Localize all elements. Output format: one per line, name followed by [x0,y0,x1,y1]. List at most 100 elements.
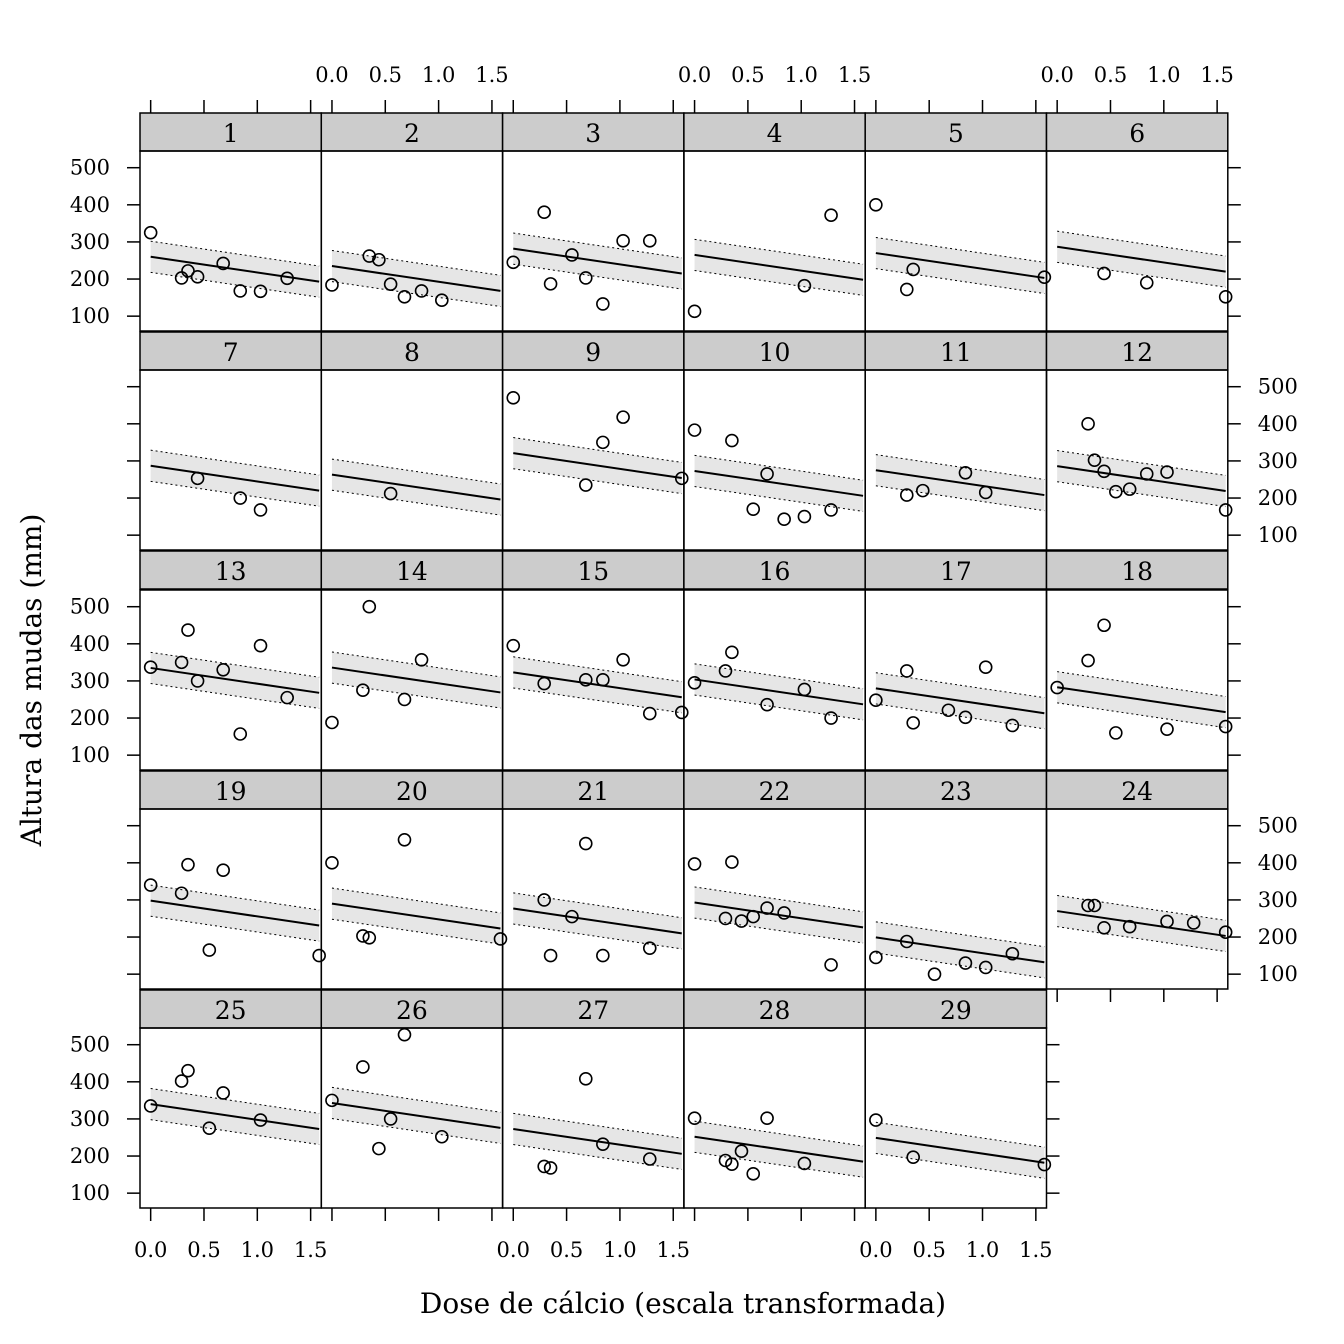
data-point [797,509,812,524]
y-tick-label: 300 [70,669,110,693]
panel-frame [864,1027,1048,1209]
x-tick-label: 1.5 [1019,1238,1052,1262]
x-tick-label: 0.5 [187,1238,220,1262]
fitted-line [875,1136,1045,1164]
panel-10: 10 [683,331,866,551]
band-lower-limit [694,694,864,721]
strip-26 [320,989,504,1029]
data-point [1109,726,1123,740]
data-point [356,929,370,943]
data-point [362,599,377,614]
data-point [174,1074,189,1088]
band-lower-limit [694,486,864,512]
fitted-line [513,247,682,275]
band-lower-limit [875,268,1045,295]
band-upper-limit [694,1120,864,1147]
strip-label-13: 13 [215,557,247,586]
data-point [537,893,551,907]
data-point [915,483,930,498]
data-point [869,950,883,965]
fitted-line [150,666,320,694]
x-tick-label: 1.0 [1147,63,1180,87]
data-point [493,932,508,946]
x-tick-label: 0.5 [1094,63,1127,87]
data-point [383,486,398,501]
x-tick-label: 0.0 [859,1238,892,1262]
x-tick-label: 0.0 [315,63,348,87]
band-upper-limit [694,454,864,481]
strip-label-19: 19 [215,777,247,806]
data-point [362,930,377,945]
data-point [280,271,294,286]
data-point [414,652,429,667]
x-tick-label: 1.0 [422,63,455,87]
band-lower-limit [694,1151,864,1178]
x-tick-label: 1.0 [785,63,818,87]
data-point [725,645,739,660]
fitted-line [331,902,501,930]
data-point [1081,898,1095,913]
panel-frame [1045,369,1229,551]
y-tick-label: 100 [70,743,110,767]
x-tick-label: 1.0 [603,1238,636,1262]
data-point [958,466,973,480]
data-point [642,941,657,955]
y-tick-label: 400 [1258,412,1298,436]
strip-24 [1045,770,1229,810]
strip-label-27: 27 [577,996,609,1025]
strip-label-21: 21 [577,777,609,806]
data-point [1081,653,1095,668]
data-point [718,911,733,926]
data-point [927,967,942,981]
strip-17 [864,550,1048,590]
panel-9: 9 [501,331,689,551]
strip-16 [683,550,866,590]
x-tick-label: 1.5 [838,63,871,87]
data-point [578,673,593,687]
band-lower-limit [150,683,320,709]
data-point [143,878,158,892]
strip-label-2: 2 [404,119,420,148]
strip-22 [683,770,866,810]
data-point [616,652,630,667]
data-point [1081,417,1095,431]
data-point [233,491,248,505]
fitted-line [875,252,1045,279]
panel-15: 15 [501,550,689,771]
band-upper-limit [513,892,682,919]
data-point [596,948,610,963]
panel-frame [320,369,504,551]
fitted-line [513,907,682,935]
data-point [216,256,230,271]
band-upper-limit [331,249,501,276]
x-tick-label: 1.0 [966,1238,999,1262]
x-tick-label: 0.0 [1040,63,1073,87]
data-point [958,956,973,970]
data-point [362,249,377,263]
data-point [383,277,398,292]
strip-label-11: 11 [940,338,972,367]
y-tick-label: 400 [70,632,110,656]
strip-25 [139,989,323,1029]
strip-label-26: 26 [396,996,428,1025]
band-lower-limit [331,918,501,945]
x-tick-label: 1.0 [241,1238,274,1262]
data-point [397,833,412,847]
data-point [233,284,248,298]
data-point [537,676,551,691]
band-upper-limit [875,454,1045,480]
band-upper-limit [513,437,682,463]
data-point [824,208,838,223]
band-upper-limit [1057,671,1226,698]
fitted-line [694,678,864,706]
data-point [1218,503,1233,517]
fitted-line [875,687,1045,715]
band-upper-limit [1057,450,1226,476]
x-tick-label: 0.0 [678,63,711,87]
band-upper-limit [1057,894,1226,921]
data-point [687,304,702,319]
data-point [543,277,558,291]
data-point [253,284,268,299]
data-point [1005,946,1020,961]
y-tick-label: 200 [1258,486,1298,510]
